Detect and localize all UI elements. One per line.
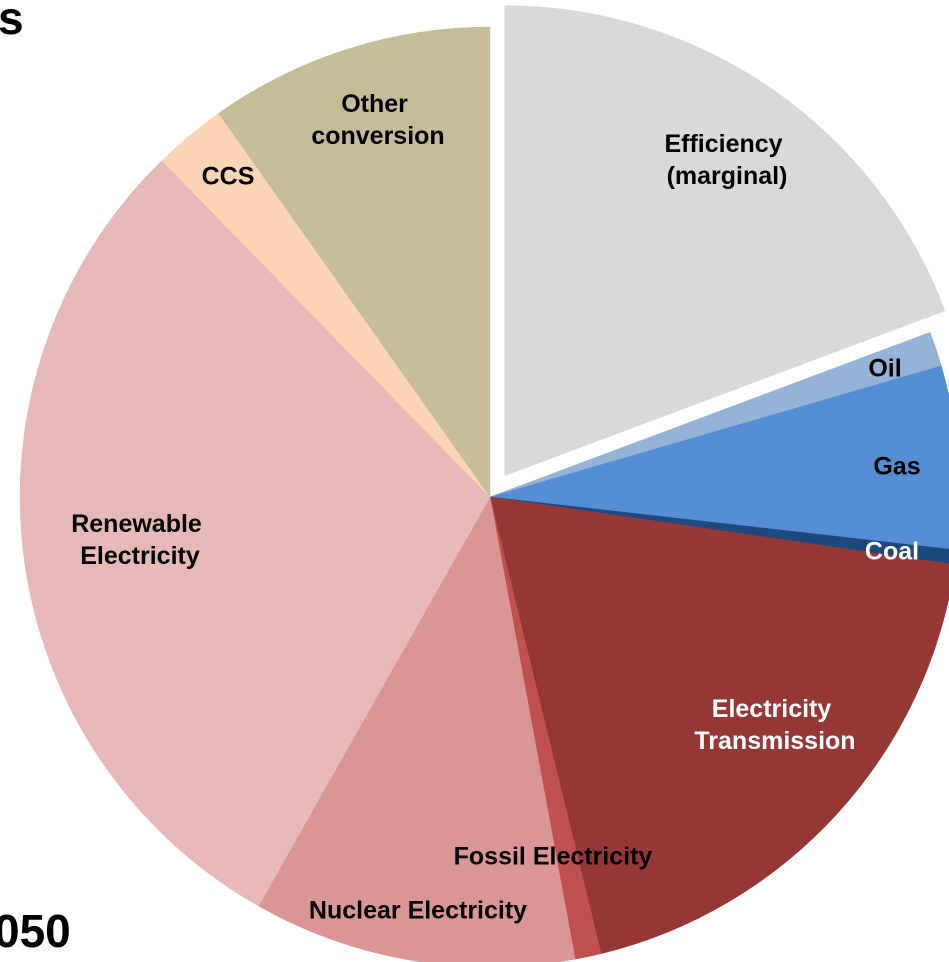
label-line: Transmission — [694, 727, 855, 755]
annotation: 050 — [0, 905, 71, 957]
slice-label: Gas — [873, 453, 920, 481]
slice-label: CCS — [202, 163, 255, 191]
pie-slice — [489, 496, 949, 954]
label-line: Electricity — [80, 542, 200, 570]
slice-label: Other conversion — [311, 90, 444, 150]
slice-label: Renewable Electricity — [71, 510, 209, 570]
label-line: Other — [341, 90, 415, 118]
pie-slice — [489, 365, 949, 550]
label-line: Renewable — [71, 510, 209, 538]
slice-label: Nuclear Electricity — [309, 897, 527, 925]
pie-slice — [504, 5, 946, 476]
pie-slice — [19, 160, 491, 907]
label-line: Efficiency — [664, 130, 789, 158]
label-line: conversion — [311, 122, 444, 150]
label-line: Electricity — [712, 695, 838, 723]
pie-slice — [258, 496, 576, 962]
label-line: (marginal) — [667, 162, 788, 190]
slice-label: Electricity Transmission — [694, 695, 855, 755]
slice-label: Efficiency (marginal) — [664, 130, 789, 190]
slice-label: Oil — [868, 355, 901, 383]
slice-label: Fossil Electricity — [454, 843, 653, 871]
slice-label: Coal — [865, 538, 919, 566]
chart-title: s — [0, 0, 24, 44]
pie-slice — [218, 26, 491, 498]
